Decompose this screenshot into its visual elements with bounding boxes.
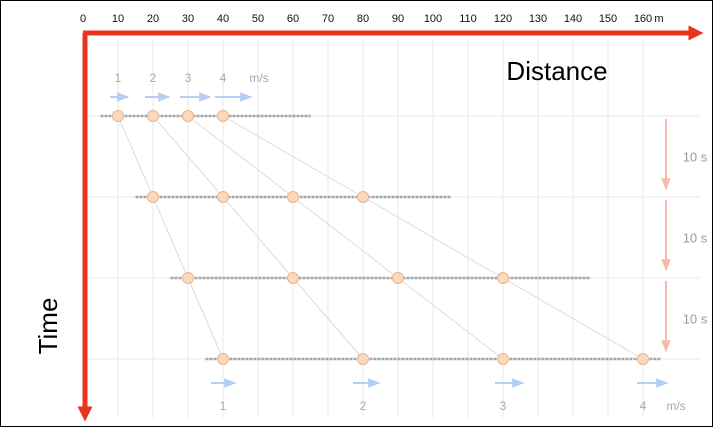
ball	[287, 272, 299, 284]
ball	[217, 110, 229, 122]
distance-unit-label: m	[654, 13, 663, 25]
speed-label: 1	[220, 399, 227, 413]
distance-tick-label: 140	[564, 13, 582, 25]
ball	[287, 191, 299, 203]
ball	[112, 110, 124, 122]
speed-label: 3	[500, 399, 507, 413]
distance-tick-label: 60	[287, 13, 299, 25]
interval-label: 10 s	[683, 312, 708, 327]
time-label: Time	[33, 298, 63, 355]
ball	[147, 191, 159, 203]
trajectory-line	[117, 115, 224, 360]
speed-unit-label: m/s	[249, 71, 268, 85]
ball	[147, 110, 159, 122]
ball	[182, 110, 194, 122]
distance-tick-label: 20	[147, 13, 159, 25]
balls	[112, 110, 649, 365]
ball	[392, 272, 404, 284]
distance-tick-label: 50	[252, 13, 264, 25]
distance-tick-label: 80	[357, 13, 369, 25]
distance-tick-label: 110	[459, 13, 477, 25]
trajectory-line	[222, 115, 644, 360]
time-interval-markers: 10 s 10 s 10 s	[661, 119, 708, 353]
distance-tick-label: 40	[217, 13, 229, 25]
distance-tick-label: 0	[80, 13, 86, 25]
grid-lines	[85, 40, 700, 418]
interval-label: 10 s	[683, 150, 708, 165]
bottom-speed-labels: 1 2 3 4 m/s	[211, 378, 686, 413]
top-speed-labels: 1 2 3 4 m/s	[110, 71, 269, 102]
ball	[497, 353, 509, 365]
ball	[497, 272, 509, 284]
ball	[182, 272, 194, 284]
distance-tick-label: 100	[424, 13, 442, 25]
distance-tick-label: 150	[599, 13, 617, 25]
distance-tick-label: 10	[112, 13, 124, 25]
distance-tick-label: 120	[494, 13, 512, 25]
speed-label: 2	[360, 399, 367, 413]
trajectory-line	[187, 115, 504, 360]
trajectory-lines	[117, 115, 644, 360]
distance-ticks: 0 10 20 30 40 50 60 70 80 90 100 110 120 130 140 150 160…	[80, 13, 664, 25]
distance-tick-label: 90	[392, 13, 404, 25]
speed-unit-label: m/s	[666, 399, 685, 413]
trajectory-line	[152, 115, 364, 360]
speed-label: 4	[220, 71, 227, 85]
ball	[217, 353, 229, 365]
ball	[217, 191, 229, 203]
ball	[357, 191, 369, 203]
speed-label: 1	[115, 71, 122, 85]
ball	[357, 353, 369, 365]
distance-tick-label: 130	[529, 13, 547, 25]
ball	[637, 353, 649, 365]
speed-label: 3	[185, 71, 192, 85]
speed-label: 2	[150, 71, 157, 85]
distance-tick-label: 160	[634, 13, 652, 25]
interval-label: 10 s	[683, 231, 708, 246]
distance-tick-label: 30	[182, 13, 194, 25]
distance-label: Distance	[506, 56, 607, 86]
distance-tick-label: 70	[322, 13, 334, 25]
speed-label: 4	[640, 399, 647, 413]
